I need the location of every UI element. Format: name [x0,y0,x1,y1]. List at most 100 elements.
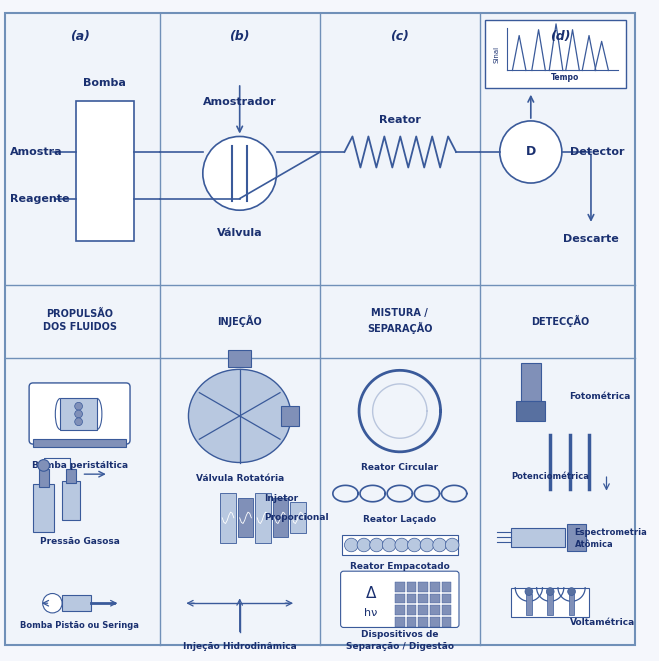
Text: PROPULSÃO
DOS FLUIDOS: PROPULSÃO DOS FLUIDOS [43,309,117,332]
Bar [281,407,299,426]
Bar [290,502,306,533]
Text: Dispositivos de: Dispositivos de [361,631,438,639]
Bar [430,594,440,603]
Text: Reator Circular: Reator Circular [361,463,438,473]
Bar [238,498,253,537]
Text: (d): (d) [550,30,570,43]
Text: Pressão Gasosa: Pressão Gasosa [40,537,119,546]
Bar [66,469,76,483]
Bar [395,605,405,615]
Bar [430,582,440,592]
FancyBboxPatch shape [341,571,459,627]
Text: Espectrometria: Espectrometria [575,528,647,537]
Circle shape [433,538,446,552]
Bar [418,605,428,615]
Circle shape [546,588,554,596]
Circle shape [420,538,434,552]
Bar [418,582,428,592]
Bar [395,594,405,603]
Text: DETECÇÃO: DETECÇÃO [530,315,589,327]
Bar [407,582,416,592]
Text: Sinal: Sinal [494,46,500,63]
Bar [442,594,451,603]
Bar [395,617,405,627]
Text: Bomba peristáltica: Bomba peristáltica [32,461,128,469]
Bar [33,484,54,532]
Bar [516,401,546,421]
Text: D: D [526,145,536,159]
Text: Fotométrica: Fotométrica [569,392,631,401]
Bar [228,350,251,368]
Text: Detector: Detector [569,147,624,157]
Bar [60,399,97,430]
Bar [407,617,416,627]
Text: Voltamétrica: Voltamétrica [569,618,635,627]
Bar [511,527,565,547]
Bar [220,492,236,543]
Circle shape [203,136,277,210]
Bar [442,582,451,592]
Text: (b): (b) [229,30,250,43]
Circle shape [345,538,358,552]
Text: Bomba Pistão ou Seringa: Bomba Pistão ou Seringa [20,621,139,630]
Text: INJEÇÃO: INJEÇÃO [217,315,262,327]
Bar [430,605,440,615]
Circle shape [382,538,396,552]
Text: (c): (c) [390,30,409,43]
Bar [62,596,91,611]
Circle shape [43,594,62,613]
Text: Separação / Digestão: Separação / Digestão [346,642,454,651]
Circle shape [525,588,532,596]
Bar [395,582,405,592]
Circle shape [500,121,562,183]
Circle shape [395,538,409,552]
Text: Descarte: Descarte [563,235,619,245]
Bar [33,439,126,447]
Bar [39,469,49,486]
Text: Δ: Δ [366,586,376,601]
Circle shape [74,403,82,410]
Text: Reagente: Reagente [10,194,69,204]
Text: Bomba: Bomba [84,78,127,88]
Bar [442,605,451,615]
Text: Amostra: Amostra [10,147,63,157]
FancyBboxPatch shape [29,383,130,444]
Ellipse shape [188,369,291,463]
Text: Reator Empacotado: Reator Empacotado [350,563,449,572]
Circle shape [370,538,384,552]
Bar [567,524,586,551]
Bar [521,362,540,401]
Circle shape [74,418,82,426]
Text: Válvula: Válvula [217,227,262,238]
Bar [485,20,626,88]
Text: Reator: Reator [379,115,420,125]
Text: Tempo: Tempo [550,73,579,82]
Text: Atômica: Atômica [575,541,613,549]
Text: Injeção Hidrodinâmica: Injeção Hidrodinâmica [183,642,297,651]
Bar [569,594,575,615]
Bar [548,594,553,615]
Bar [511,588,589,617]
Text: Válvula Rotatória: Válvula Rotatória [196,474,284,483]
Bar [341,535,458,555]
Circle shape [445,538,459,552]
Bar [442,617,451,627]
Text: (a): (a) [70,30,90,43]
Text: Proporcional: Proporcional [264,514,329,522]
Text: hν: hν [364,608,378,618]
Bar [62,481,80,520]
Bar [526,594,532,615]
Circle shape [74,410,82,418]
Circle shape [38,459,49,471]
Bar [255,492,271,543]
Text: MISTURA /
SEPARAÇÃO: MISTURA / SEPARAÇÃO [367,308,432,334]
Text: Injetor: Injetor [264,494,298,503]
Text: Amostrador: Amostrador [203,97,277,107]
Circle shape [567,588,575,596]
Bar [407,594,416,603]
Bar [273,498,288,537]
Bar [407,605,416,615]
Circle shape [407,538,421,552]
Bar [76,100,134,241]
Circle shape [357,538,371,552]
